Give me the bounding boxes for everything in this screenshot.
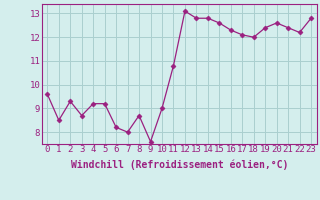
X-axis label: Windchill (Refroidissement éolien,°C): Windchill (Refroidissement éolien,°C) [70, 160, 288, 170]
